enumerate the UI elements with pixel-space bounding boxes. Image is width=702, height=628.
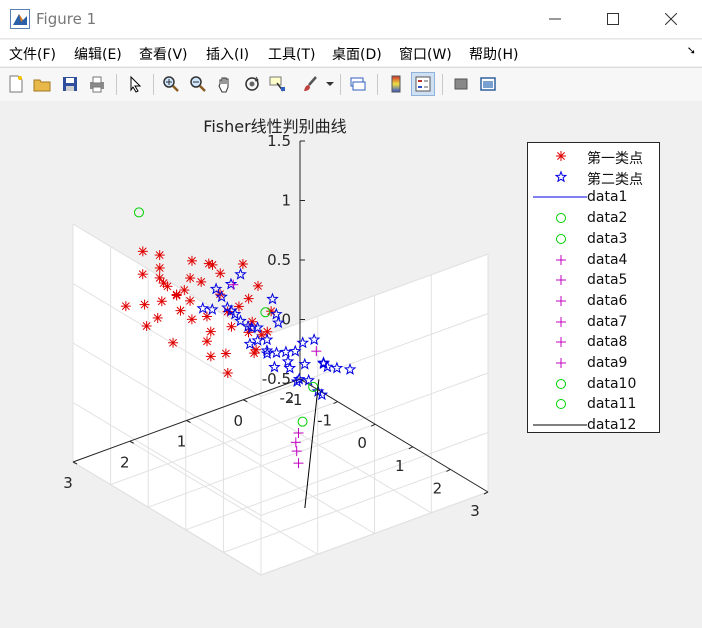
new-figure-icon[interactable]	[4, 72, 28, 96]
brush-icon[interactable]	[298, 72, 322, 96]
legend-entry[interactable]: data11	[528, 394, 659, 414]
legend-marker	[556, 213, 566, 224]
legend-entry[interactable]: data12	[528, 415, 659, 435]
legend-icon[interactable]	[411, 72, 435, 96]
legend-entry[interactable]: 第二类点	[528, 167, 659, 188]
legend-symbol	[556, 254, 566, 265]
legend-symbol	[533, 196, 587, 198]
legend-marker	[556, 275, 566, 286]
colorbar-icon[interactable]	[384, 72, 408, 96]
zoom-out-icon[interactable]	[186, 72, 210, 96]
window-title: Figure 1	[36, 10, 97, 28]
menu-insert[interactable]: 插入(I)	[206, 47, 250, 63]
legend-label: data1	[587, 189, 628, 206]
legend-marker	[556, 316, 566, 327]
menu-window[interactable]: 窗口(W)	[399, 47, 452, 63]
menu-edit[interactable]: 编辑(E)	[74, 47, 122, 63]
legend[interactable]: 第一类点第二类点 data1 data2 data3 data4 data5 data6 da…	[527, 142, 660, 433]
legend-label: data2	[587, 210, 628, 227]
rotate-3d-icon[interactable]	[240, 72, 264, 96]
hide-plot-tools-icon[interactable]	[449, 72, 473, 96]
legend-label: data9	[587, 355, 628, 371]
show-plot-tools-icon[interactable]	[476, 72, 500, 96]
legend-label: 第一类点	[587, 151, 643, 167]
legend-entry[interactable]: data4	[528, 250, 659, 270]
legend-entry[interactable]: data5	[528, 270, 659, 290]
legend-entry[interactable]: data10	[528, 374, 659, 394]
minimize-icon	[549, 18, 561, 20]
dock-arrow-icon[interactable]: ➘	[686, 44, 696, 57]
legend-entry[interactable]: data1	[528, 187, 659, 207]
legend-symbol	[556, 399, 566, 410]
legend-symbol	[556, 378, 566, 389]
legend-label: data4	[587, 251, 628, 268]
legend-entry[interactable]: data2	[528, 208, 659, 228]
legend-label: data12	[587, 417, 637, 434]
legend-marker	[556, 399, 566, 410]
figure-toolbar	[0, 67, 702, 102]
legend-symbol	[556, 358, 566, 368]
legend-marker	[556, 151, 566, 161]
matlab-icon	[10, 9, 30, 29]
legend-marker	[556, 378, 566, 389]
close-button[interactable]	[648, 0, 694, 38]
legend-entry[interactable]: data7	[528, 312, 659, 332]
legend-marker	[556, 295, 566, 306]
menu-view[interactable]: 查看(V)	[139, 47, 188, 63]
maximize-button[interactable]	[590, 0, 636, 38]
legend-label: data6	[587, 292, 628, 309]
legend-label: data3	[587, 230, 628, 247]
print-icon[interactable]	[85, 72, 109, 96]
legend-label: data5	[587, 272, 628, 289]
legend-symbol	[556, 233, 566, 244]
title-bar: Figure 1	[0, 0, 702, 39]
legend-marker	[556, 233, 566, 244]
pan-icon[interactable]	[213, 72, 237, 96]
legend-symbol	[556, 295, 566, 306]
pointer-icon[interactable]	[123, 72, 147, 96]
legend-entry[interactable]: data9	[528, 353, 659, 373]
save-icon[interactable]	[58, 72, 82, 96]
zoom-in-icon[interactable]	[159, 72, 183, 96]
maximize-icon	[607, 13, 619, 25]
legend-symbol	[556, 275, 566, 286]
legend-symbol	[556, 151, 566, 161]
legend-label: data8	[587, 334, 628, 351]
open-file-icon[interactable]	[30, 72, 54, 96]
menu-help[interactable]: 帮助(H)	[469, 47, 519, 63]
legend-entry[interactable]: 第一类点	[528, 146, 659, 167]
menu-tools[interactable]: 工具(T)	[268, 47, 316, 63]
legend-symbol	[556, 316, 566, 327]
link-plot-icon[interactable]	[346, 72, 370, 96]
legend-label: data10	[587, 375, 637, 392]
legend-label: 第二类点	[587, 171, 643, 188]
brush-dropdown-icon[interactable]	[324, 72, 336, 96]
legend-entry[interactable]: data8	[528, 332, 659, 352]
legend-entry[interactable]: data3	[528, 229, 659, 249]
menu-file[interactable]: 文件(F)	[9, 47, 56, 63]
legend-label: data7	[587, 313, 628, 330]
legend-symbol	[556, 337, 566, 348]
legend-marker	[556, 358, 566, 368]
legend-symbol	[533, 424, 587, 426]
legend-marker	[556, 254, 566, 265]
legend-label: data11	[587, 396, 637, 413]
menu-desktop[interactable]: 桌面(D)	[332, 47, 382, 63]
legend-marker	[556, 337, 566, 348]
legend-marker	[554, 170, 568, 183]
data-cursor-icon[interactable]	[266, 72, 290, 96]
legend-symbol	[554, 170, 568, 183]
close-icon	[665, 13, 677, 25]
legend-entry[interactable]: data6	[528, 291, 659, 311]
legend-symbol	[556, 213, 566, 224]
menu-bar: 文件(F) 编辑(E) 查看(V) 插入(I) 工具(T) 桌面(D) 窗口(W…	[0, 40, 702, 66]
minimize-button[interactable]	[532, 0, 578, 38]
